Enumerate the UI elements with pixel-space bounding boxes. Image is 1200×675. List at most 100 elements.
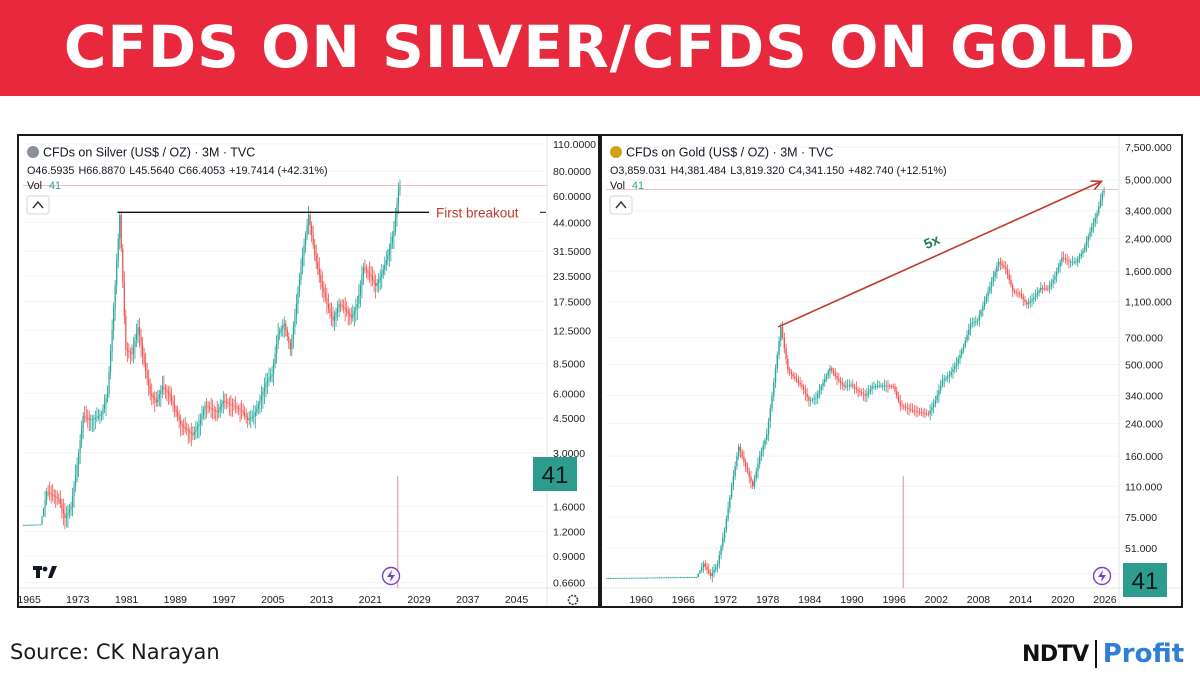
candle-body <box>93 418 95 420</box>
candle-body <box>1024 299 1026 302</box>
brand-logo: NDTV Profit <box>1022 636 1184 672</box>
candle-body <box>1029 301 1031 303</box>
candle-body <box>906 407 909 409</box>
candle-body <box>1082 250 1084 254</box>
silver-chart[interactable]: 110.0000 80.0000 60.0000 44.0000 31.5000 23.5… <box>19 136 600 608</box>
candle-body <box>941 380 944 386</box>
candle-body <box>1078 256 1081 260</box>
candle-body <box>1004 267 1007 269</box>
candle-body <box>114 285 116 310</box>
candle-body <box>1031 299 1033 302</box>
candle-body <box>52 494 54 496</box>
candle-body <box>766 434 768 440</box>
candle-body <box>822 382 824 387</box>
candle-body <box>757 463 759 472</box>
candle-body <box>140 336 142 346</box>
candle-body <box>651 577 654 579</box>
candle-body <box>308 214 310 226</box>
candle-body <box>753 478 756 487</box>
collapse-button[interactable] <box>609 195 633 215</box>
candle-body <box>326 298 328 304</box>
candle-body <box>646 577 648 579</box>
candle-body <box>87 418 89 419</box>
candle-body <box>245 415 247 418</box>
gold-chart-panel[interactable]: 7,500.000 5,000.000 3,400.000 2,400.000 1,60… <box>600 134 1183 608</box>
candle-body <box>769 408 771 422</box>
candle-body <box>213 409 215 411</box>
candle-body <box>846 385 849 387</box>
x-tick-label: 2037 <box>456 594 480 606</box>
y-tick-label: 6.0000 <box>553 388 585 400</box>
candle-body <box>816 394 819 399</box>
candle-body <box>825 375 828 379</box>
candle-body <box>173 405 176 409</box>
candle-body <box>725 518 728 530</box>
y-tick-label: 1,100.000 <box>1125 296 1172 308</box>
candle-body <box>852 384 854 387</box>
candle-body <box>952 369 954 372</box>
candle-body <box>152 395 154 398</box>
candle-body <box>35 524 37 526</box>
candle-body <box>697 573 699 578</box>
source-credit: Source: CK Narayan <box>10 640 220 664</box>
candle-body <box>82 416 84 429</box>
candle-body <box>344 307 346 310</box>
candle-body <box>1052 279 1054 283</box>
candle-body <box>922 412 924 414</box>
settings-icon[interactable] <box>567 594 579 606</box>
candle-body <box>734 466 736 477</box>
candle-body <box>716 563 719 567</box>
candle-body <box>71 496 74 507</box>
chart-title: CFDs on Gold (US$ / OZ) · 3M · TVC <box>626 146 833 160</box>
gold-chart[interactable]: 7,500.000 5,000.000 3,400.000 2,400.000 1,60… <box>602 136 1183 608</box>
x-tick-label: 1973 <box>66 594 90 606</box>
candle-body <box>167 391 170 394</box>
silver-chart-panel[interactable]: 110.0000 80.0000 60.0000 44.0000 31.5000 23.5… <box>17 134 600 608</box>
candle-body <box>959 354 961 359</box>
y-tick-label: 8.5000 <box>553 358 585 370</box>
candle-body <box>627 577 629 579</box>
x-tick-label: 1960 <box>629 594 653 606</box>
candle-body <box>330 312 333 317</box>
candle-body <box>215 410 217 412</box>
candle-body <box>56 497 58 499</box>
x-tick-label: 1972 <box>714 594 738 606</box>
candle-body <box>1054 276 1056 280</box>
candle-body <box>1048 285 1051 290</box>
candle-body <box>945 377 947 380</box>
candle-body <box>867 391 870 394</box>
candle-body <box>384 264 386 270</box>
candle-body <box>606 578 608 580</box>
candle-body <box>1064 258 1067 260</box>
volume-badge <box>1123 563 1167 597</box>
y-tick-label: 17.5000 <box>553 296 591 308</box>
collapse-button[interactable] <box>26 195 50 215</box>
candle-body <box>739 446 742 452</box>
candle-body <box>373 280 375 283</box>
candle-body <box>629 577 631 579</box>
volume-badge-value: 41 <box>542 462 569 489</box>
candle-body <box>224 400 226 402</box>
candle-body <box>818 390 821 395</box>
candle-body <box>26 524 28 526</box>
candle-body <box>1034 295 1037 298</box>
candle-body <box>257 404 259 409</box>
candle-body <box>242 410 244 413</box>
candle-body <box>880 385 882 387</box>
candle-body <box>690 577 692 578</box>
candle-body <box>658 577 661 579</box>
x-tick-label: 2008 <box>967 594 991 606</box>
candle-body <box>824 378 826 383</box>
candle-body <box>834 373 836 376</box>
candle-body <box>231 404 234 406</box>
candle-body <box>876 385 879 387</box>
x-tick-label: 2005 <box>261 594 285 606</box>
candle-body <box>216 411 218 413</box>
ohlc-h: H4,381.484 <box>670 165 726 177</box>
y-tick-label: 1,600.000 <box>1125 266 1172 278</box>
candle-body <box>771 395 773 409</box>
candle-body <box>336 308 339 313</box>
candle-body <box>664 577 666 579</box>
candle-body <box>164 388 167 390</box>
candle-body <box>1012 285 1014 292</box>
